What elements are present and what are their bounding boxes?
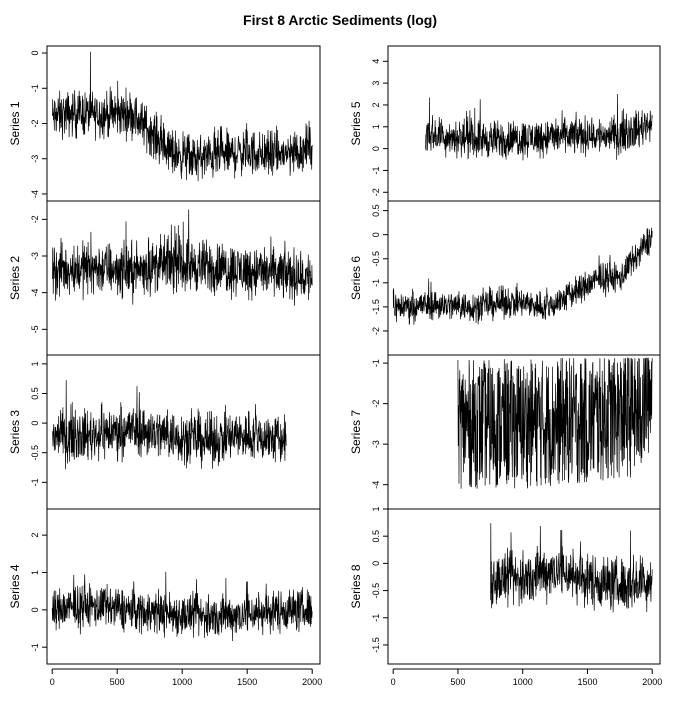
chart-title: First 8 Arctic Sediments (log) [243,12,437,28]
series-line [51,571,313,642]
y-tick-label: -1 [371,614,381,622]
x-tick-label: 0 [391,677,396,687]
y-tick-label: 0 [371,561,381,566]
y-tick-label: -1 [371,279,381,287]
y-axis-label: Series 5 [349,101,363,145]
y-tick-label: 1 [371,506,381,511]
y-tick-label: 0 [371,146,381,151]
y-axis-label: Series 7 [349,410,363,454]
y-tick-label: -0.5 [30,445,40,461]
y-tick-label: -2 [30,119,40,127]
y-tick-label: 0.5 [371,530,381,543]
y-tick-label: -3 [371,440,381,448]
y-tick-label: -2 [371,400,381,408]
y-tick-label: -2 [371,327,381,335]
y-tick-label: -4 [30,289,40,297]
y-tick-label: 4 [371,59,381,64]
y-tick-label: -4 [30,190,40,198]
x-tick-label: 1000 [172,677,192,687]
y-tick-label: -4 [371,481,381,489]
x-tick-label: 1500 [237,677,257,687]
x-tick-label: 1500 [577,677,597,687]
y-tick-label: -3 [30,252,40,260]
y-axis-label: Series 1 [8,101,22,145]
y-axis-label: Series 3 [8,410,22,454]
series-line [51,209,313,306]
y-tick-label: -1 [30,643,40,651]
y-tick-label: -5 [30,325,40,333]
y-tick-label: 1 [371,124,381,129]
series-line [425,93,653,161]
y-tick-label: 1 [30,361,40,366]
y-tick-label: -3 [30,155,40,163]
y-tick-label: -1.5 [371,637,381,653]
series-line [457,357,653,489]
y-tick-label: 0 [30,607,40,612]
y-tick-label: 0 [371,232,381,237]
y-tick-label: -2 [30,215,40,223]
y-tick-label: -0.5 [371,251,381,267]
y-tick-label: -2 [371,188,381,196]
y-tick-label: -0.5 [371,583,381,599]
y-tick-label: -1.5 [371,299,381,315]
y-tick-label: 0.5 [30,387,40,400]
y-tick-label: -1 [30,478,40,486]
x-tick-label: 500 [450,677,465,687]
y-axis-label: Series 2 [8,256,22,300]
series-line [392,227,653,325]
x-tick-label: 1000 [513,677,533,687]
y-tick-label: -1 [30,84,40,92]
panel-frame [46,508,321,665]
panel-frame [387,508,661,665]
y-tick-label: -1 [371,359,381,367]
series-line [490,523,653,613]
y-axis-label: Series 8 [349,564,363,608]
y-tick-label: 2 [30,533,40,538]
y-tick-label: 0 [30,421,40,426]
series-line [52,380,287,470]
y-tick-label: 3 [371,81,381,86]
y-tick-label: 0.5 [371,204,381,217]
y-axis-label: Series 4 [8,564,22,608]
y-axis-label: Series 6 [349,256,363,300]
y-tick-label: 2 [371,102,381,107]
series-line [51,51,313,182]
y-tick-label: 0 [30,51,40,56]
x-tick-label: 500 [110,677,125,687]
x-tick-label: 2000 [642,677,662,687]
y-tick-label: 1 [30,570,40,575]
y-tick-label: -1 [371,166,381,174]
x-tick-label: 0 [50,677,55,687]
x-tick-label: 2000 [302,677,322,687]
